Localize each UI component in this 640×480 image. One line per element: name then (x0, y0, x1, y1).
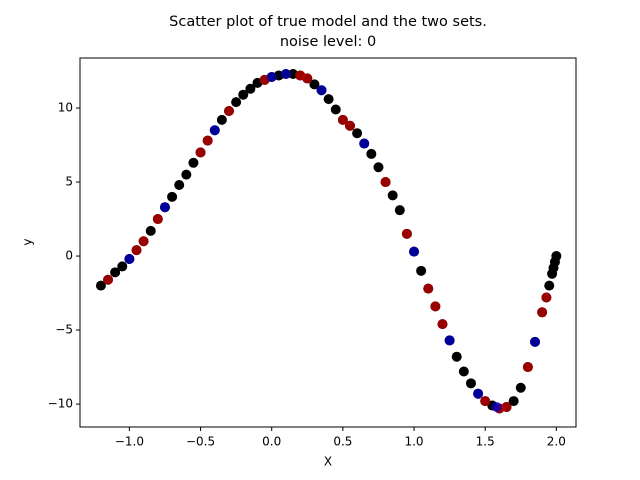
scatter-point (266, 71, 277, 82)
scatter-point (537, 307, 548, 318)
scatter-point (309, 79, 320, 90)
y-tick-label: −5 (55, 323, 73, 337)
scatter-point (380, 177, 391, 188)
scatter-point (238, 89, 249, 100)
scatter-point (501, 402, 512, 413)
scatter-point (302, 73, 313, 84)
scatter-point (430, 301, 441, 312)
chart-subtitle: noise level: 0 (280, 34, 376, 50)
chart-title: Scatter plot of true model and the two s… (169, 14, 487, 30)
scatter-point (541, 292, 552, 303)
scatter-point (245, 83, 256, 94)
scatter-point (366, 148, 377, 159)
x-tick-label: −1.0 (115, 435, 144, 449)
scatter-point (444, 335, 455, 346)
scatter-point (409, 246, 420, 257)
scatter-point (423, 283, 434, 294)
y-tick-label: 0 (65, 249, 73, 263)
y-tick-label: −10 (48, 397, 73, 411)
scatter-point (437, 319, 448, 330)
scatter-point (152, 214, 163, 225)
scatter-point (117, 261, 128, 272)
scatter-point (394, 205, 405, 216)
scatter-point (491, 402, 502, 413)
scatter-point (508, 396, 519, 407)
plot-frame (79, 57, 577, 428)
scatter-point (103, 274, 114, 285)
scatter-point (373, 162, 384, 173)
scatter-point (138, 236, 149, 247)
scatter-point (167, 191, 178, 202)
scatter-point (159, 202, 170, 213)
y-tick-label: 5 (65, 175, 73, 189)
scatter-point (401, 228, 412, 239)
scatter-point (323, 94, 334, 105)
scatter-point (387, 190, 398, 201)
scatter-point (280, 68, 291, 79)
x-tick-label: 1.0 (404, 435, 423, 449)
y-tick-label: 10 (58, 101, 73, 115)
scatter-point (145, 225, 156, 236)
scatter-point (451, 351, 462, 362)
scatter-point (458, 366, 469, 377)
scatter-point (359, 138, 370, 149)
x-tick-label: −0.5 (186, 435, 215, 449)
scatter-point (473, 388, 484, 399)
scatter-point (224, 105, 235, 116)
scatter-point (181, 169, 192, 180)
scatter-point (209, 125, 220, 136)
scatter-point (544, 280, 555, 291)
scatter-point (124, 254, 135, 265)
scatter-point (216, 114, 227, 125)
scatter-point (515, 382, 526, 393)
scatter-point (188, 157, 199, 168)
scatter-point (416, 265, 427, 276)
scatter-point (480, 396, 491, 407)
scatter-point (465, 378, 476, 389)
y-axis-label: y (21, 238, 35, 245)
x-tick-label: 0.0 (262, 435, 281, 449)
scatter-point (337, 114, 348, 125)
scatter-point (174, 179, 185, 190)
scatter-point (522, 362, 533, 373)
scatter-point (95, 280, 106, 291)
scatter-point (344, 120, 355, 131)
scatter-point (352, 128, 363, 139)
scatter-point (316, 85, 327, 96)
scatter-point (330, 104, 341, 115)
scatter-point (530, 336, 541, 347)
scatter-point (202, 135, 213, 146)
x-tick-label: 0.5 (333, 435, 352, 449)
x-tick-label: 2.0 (547, 435, 566, 449)
scatter-point (110, 267, 121, 278)
scatter-point (195, 147, 206, 158)
scatter-point (231, 97, 242, 108)
x-axis-label: X (324, 455, 332, 469)
scatter-point (131, 245, 142, 256)
x-tick-label: 1.5 (476, 435, 495, 449)
scatter-point (551, 251, 562, 262)
